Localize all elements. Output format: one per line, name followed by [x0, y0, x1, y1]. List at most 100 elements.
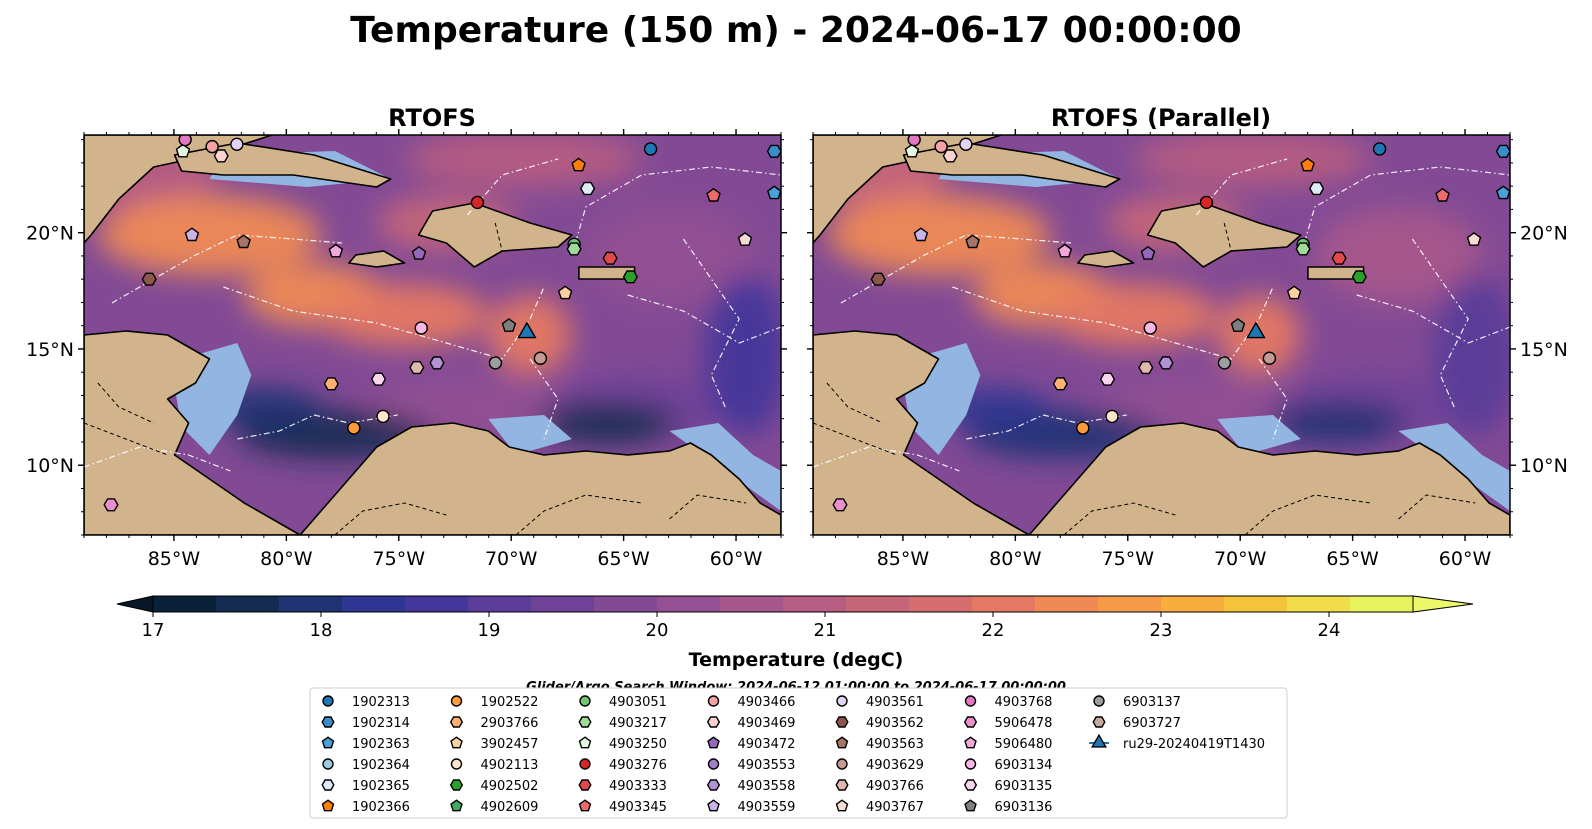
point-1902365 [579, 181, 596, 196]
land [902, 142, 1121, 188]
land [1077, 250, 1135, 268]
legend-item: 3902457 [450, 736, 538, 752]
legend-item: 4903553 [707, 758, 795, 773]
legend-item: 6903134 [964, 758, 1052, 773]
colorbar-segment [1035, 596, 1099, 612]
lat-tick-label: 10°N [1520, 455, 1568, 477]
land [84, 135, 274, 244]
legend-marker [450, 736, 463, 749]
legend-marker [578, 736, 592, 749]
colorbar-tick-label: 17 [142, 620, 165, 641]
lat-tick-label: 15°N [1520, 339, 1568, 361]
point-6903134 [1143, 321, 1157, 335]
lat-tick-label: 20°N [1520, 223, 1568, 245]
point-1902313 [643, 142, 658, 156]
point-4903629 [1262, 351, 1277, 365]
point-1902314 [1495, 144, 1510, 158]
point-4903766 [1138, 361, 1154, 375]
legend-item: 4902502 [449, 779, 538, 794]
point-4903333 [602, 251, 618, 265]
legend-item: 4903333 [578, 779, 667, 794]
legend-item: 1902363 [321, 736, 410, 752]
legend-item: 4903276 [579, 758, 667, 773]
legend-marker [579, 695, 591, 707]
point-4903561 [959, 137, 973, 152]
legend-item: ru29-20240419T1430 [1089, 733, 1265, 752]
legend-item: 1902522 [450, 695, 538, 710]
point-4903558 [1158, 356, 1174, 370]
point-4903558 [429, 356, 445, 370]
legend-item: 1902313 [322, 695, 410, 710]
colorbar-segment [468, 596, 532, 612]
colorbar-segment [657, 596, 721, 612]
legend-marker [578, 716, 592, 728]
point-4902113 [1105, 409, 1119, 424]
point-6903136 [501, 318, 517, 332]
point-4903217 [566, 242, 582, 256]
legend-marker [321, 799, 335, 812]
point-4903469 [213, 149, 229, 163]
point-6903135 [370, 372, 387, 386]
lat-tick-label: 15°N [26, 339, 74, 361]
land [813, 135, 1003, 244]
legend-marker [321, 736, 335, 749]
point-4903472 [1140, 245, 1156, 260]
lon-tick-label: 75°W [373, 548, 426, 570]
lat-tick-label: 10°N [26, 455, 74, 477]
point-1902522 [1076, 421, 1090, 435]
point-4903250 [175, 143, 191, 158]
legend-label: 4903559 [738, 800, 796, 815]
legend-marker [836, 758, 848, 770]
legend: 1902313 1902314 1902363 1902364 1902365 19023… [309, 687, 1288, 819]
colorbar-extend-max [1412, 595, 1474, 613]
legend-marker [321, 716, 335, 728]
point-6903137 [1217, 356, 1232, 370]
lon-tick-label: 80°W [260, 548, 313, 570]
point-2903766 [323, 377, 339, 391]
legend-label: 1902363 [352, 737, 410, 752]
colorbar-segment [279, 596, 343, 612]
point-ru29-20240419T1430 [517, 321, 537, 339]
colorbar-tick-label: 23 [1150, 620, 1173, 641]
land [173, 142, 392, 188]
land [1028, 422, 1510, 535]
legend-label: 4903333 [609, 779, 667, 794]
legend-label: 2903766 [481, 716, 539, 731]
colorbar-tick-label: 21 [814, 620, 837, 641]
point-4902502 [622, 270, 639, 284]
legend-label: 4903276 [609, 758, 667, 773]
point-6903137 [488, 356, 503, 370]
legend-item: 6903135 [963, 779, 1052, 794]
point-4903559 [913, 227, 929, 242]
point-4903276 [1199, 195, 1214, 210]
legend-label: 4903250 [609, 737, 667, 752]
colorbar-tick-label: 22 [982, 620, 1005, 641]
land [1146, 202, 1302, 268]
point-6903134 [414, 321, 428, 335]
point-4903561 [230, 137, 244, 152]
legend-label: 6903727 [1123, 716, 1181, 731]
colorbar-segment [342, 596, 406, 612]
legend-marker [835, 716, 849, 728]
legend-item: 4903766 [835, 779, 924, 794]
legend-item: 4903561 [836, 695, 924, 710]
legend-label: 4903766 [866, 779, 924, 794]
legend-label: 4903472 [738, 737, 796, 752]
colorbar-segment [531, 596, 595, 612]
point-4903767 [737, 232, 753, 246]
point-5906480 [1057, 243, 1073, 258]
lon-tick-label: 70°W [485, 548, 538, 570]
legend-label: 4902609 [481, 800, 539, 815]
legend-item: 6903136 [964, 799, 1052, 815]
point-4903345 [1435, 187, 1450, 202]
legend-item: 4903559 [707, 799, 796, 815]
lon-tick-label: 70°W [1214, 548, 1267, 570]
colorbar-segment [720, 596, 784, 612]
point-4903469 [942, 149, 958, 163]
point-1902366 [1300, 157, 1315, 172]
legend-label: 4903629 [866, 758, 924, 773]
colorbar-segment [972, 596, 1036, 612]
legend-item: 4903629 [836, 758, 924, 773]
legend-marker [1092, 716, 1106, 728]
